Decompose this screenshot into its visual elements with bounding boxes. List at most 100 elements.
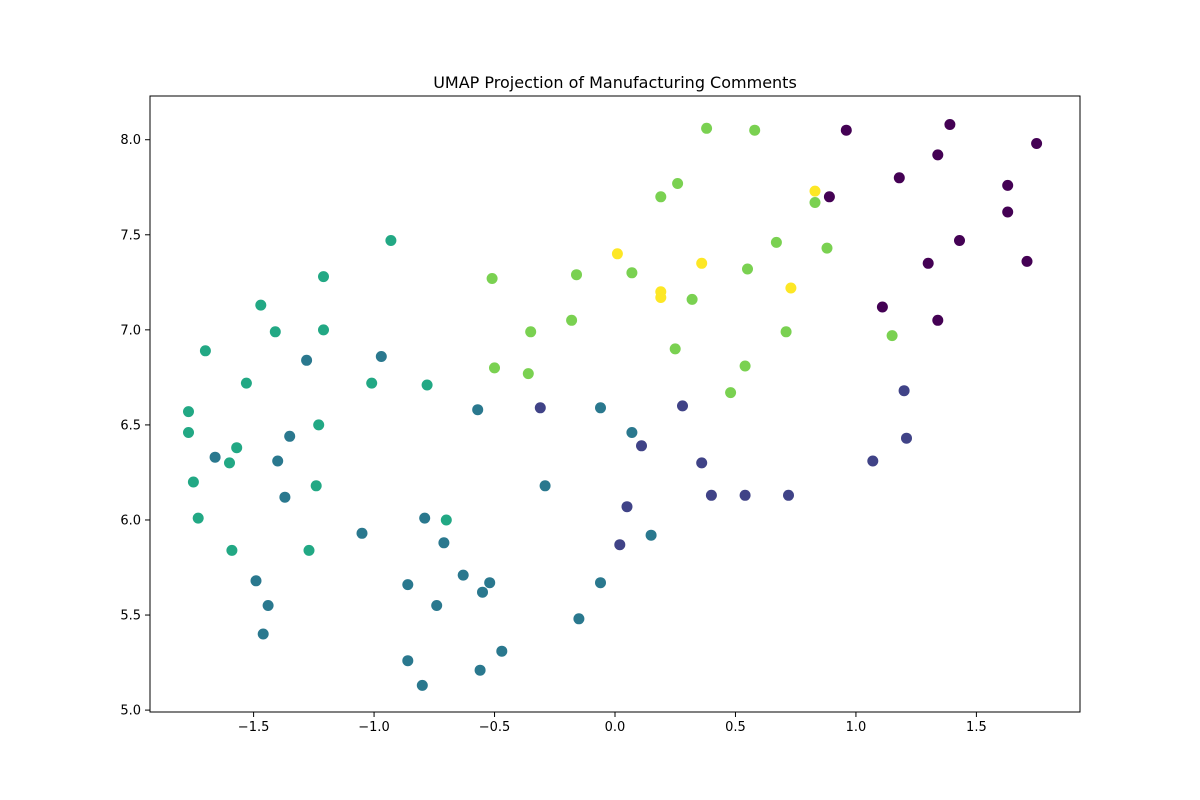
scatter-point — [240, 377, 252, 389]
scatter-point — [250, 575, 262, 587]
scatter-point — [886, 330, 898, 342]
scatter-point — [534, 402, 546, 414]
scatter-point — [944, 119, 956, 130]
scatter-point — [893, 172, 905, 184]
scatter-point — [595, 402, 606, 414]
scatter-point — [472, 404, 484, 416]
scatter-point — [1002, 179, 1014, 191]
chart-title: UMAP Projection of Manufacturing Comment… — [433, 73, 797, 92]
scatter-point — [1002, 206, 1014, 218]
scatter-point — [785, 282, 797, 294]
scatter-point — [496, 645, 508, 657]
scatter-point — [525, 326, 537, 338]
scatter-point — [672, 178, 684, 189]
scatter-point — [770, 236, 782, 248]
scatter-point — [840, 124, 852, 136]
scatter-point — [595, 577, 606, 589]
scatter-point — [1021, 255, 1033, 267]
y-tick-label: 8.0 — [120, 133, 141, 148]
scatter-point — [226, 544, 238, 556]
scatter-point — [484, 577, 496, 589]
scatter-point — [385, 235, 397, 246]
y-tick-label: 6.5 — [120, 418, 141, 433]
scatter-point — [823, 191, 835, 203]
scatter-point — [573, 613, 585, 625]
scatter-point — [898, 385, 910, 397]
scatter-point — [621, 501, 633, 513]
x-tick-label: 0.0 — [605, 720, 626, 735]
scatter-point — [932, 149, 944, 161]
scatter-point — [199, 345, 211, 357]
scatter-point — [402, 655, 414, 667]
scatter-point — [669, 343, 681, 355]
scatter-point — [421, 379, 433, 391]
scatter-point — [739, 360, 751, 372]
scatter-point — [705, 489, 717, 501]
scatter-point — [696, 257, 708, 269]
scatter-point — [272, 455, 284, 467]
scatter-point — [231, 442, 243, 454]
scatter-point — [645, 529, 657, 541]
scatter-point — [262, 600, 274, 611]
scatter-point — [438, 537, 450, 549]
scatter-point — [742, 263, 753, 275]
scatter-point — [614, 539, 626, 551]
scatter-point — [867, 455, 879, 467]
data-points — [183, 119, 1043, 691]
scatter-point — [655, 191, 667, 203]
scatter-point — [457, 569, 469, 581]
scatter-point — [932, 314, 944, 326]
scatter-point — [566, 314, 578, 326]
scatter-point — [636, 440, 647, 452]
scatter-point — [431, 600, 443, 611]
x-tick-label: −0.5 — [479, 720, 511, 735]
scatter-point — [257, 628, 269, 640]
scatter-point — [402, 579, 414, 591]
scatter-point — [749, 124, 761, 136]
scatter-point — [375, 351, 387, 362]
scatter-point — [821, 242, 833, 254]
y-tick-label: 5.5 — [120, 609, 141, 624]
scatter-point — [701, 122, 713, 134]
scatter-point — [486, 273, 498, 284]
scatter-point — [255, 299, 267, 311]
scatter-point — [318, 324, 329, 336]
y-axis: 5.0 5.5 6.0 6.5 7.0 7.5 8.0 — [120, 133, 150, 719]
scatter-point — [809, 185, 821, 197]
scatter-point — [571, 269, 582, 281]
scatter-point — [419, 512, 431, 524]
scatter-point — [477, 586, 488, 598]
y-tick-label: 6.0 — [120, 513, 141, 528]
scatter-point — [626, 267, 638, 279]
scatter-point — [356, 527, 368, 539]
scatter-point — [301, 354, 313, 366]
scatter-point — [416, 679, 428, 691]
scatter-point — [611, 248, 623, 260]
scatter-point — [626, 427, 638, 438]
scatter-point — [1031, 138, 1043, 149]
scatter-point — [539, 480, 551, 492]
y-tick-label: 7.5 — [120, 228, 141, 243]
scatter-point — [474, 664, 486, 676]
scatter-point — [739, 489, 751, 501]
scatter-point — [655, 292, 667, 303]
scatter-point — [279, 491, 291, 503]
scatter-point — [725, 387, 737, 399]
scatter-point — [876, 301, 888, 313]
x-axis: −1.5 −1.0 −0.5 0.0 0.5 1.0 1.5 — [238, 712, 987, 735]
x-tick-label: 0.5 — [725, 720, 746, 735]
x-tick-label: −1.5 — [238, 720, 270, 735]
y-tick-label: 7.0 — [120, 323, 141, 338]
y-tick-label: 5.0 — [120, 704, 141, 719]
scatter-point — [187, 476, 199, 488]
scatter-point — [224, 457, 235, 469]
scatter-point — [783, 489, 794, 501]
scatter-point — [313, 419, 325, 431]
scatter-point — [677, 400, 688, 412]
scatter-point — [303, 544, 315, 556]
scatter-point — [489, 362, 500, 374]
scatter-point — [440, 514, 452, 526]
